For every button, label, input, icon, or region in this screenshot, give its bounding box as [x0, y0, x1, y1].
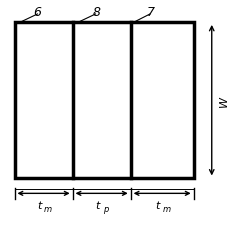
Text: m: m	[44, 204, 52, 214]
Text: W: W	[219, 95, 229, 106]
Text: 8: 8	[93, 6, 101, 19]
Text: t: t	[156, 200, 160, 210]
Text: t: t	[37, 200, 41, 210]
Bar	[15, 23, 194, 179]
Text: 6: 6	[33, 6, 42, 19]
Text: m: m	[162, 204, 171, 214]
Text: t: t	[95, 200, 99, 210]
Text: p: p	[103, 204, 109, 214]
Text: 7: 7	[147, 6, 155, 19]
